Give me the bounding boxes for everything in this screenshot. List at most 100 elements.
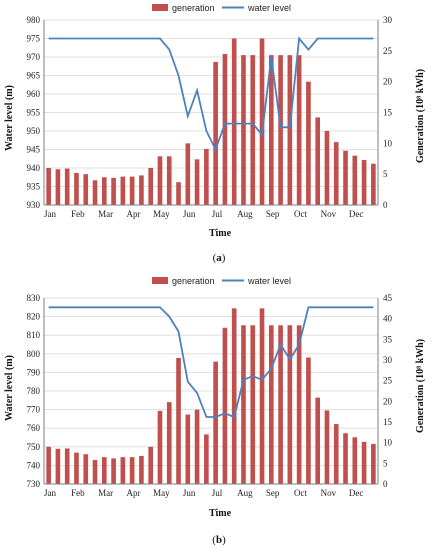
right-tick-b-9: 45	[383, 293, 393, 303]
generation-bar-b-1	[55, 448, 61, 484]
generation-bar-a-20	[231, 38, 237, 205]
left-tick-b-7: 800	[27, 349, 41, 359]
month-tick-a-1: Feb	[71, 209, 85, 219]
month-tick-b-7: Aug	[237, 488, 253, 498]
generation-bar-b-8	[120, 457, 126, 484]
month-tick-a-0: Jan	[44, 209, 56, 219]
left-tick-a-4: 950	[27, 126, 41, 136]
generation-bar-a-23	[259, 38, 265, 205]
month-tick-a-6: Jul	[212, 209, 223, 219]
generation-bar-b-18	[213, 361, 218, 484]
panel-label-a: (a)	[213, 252, 226, 264]
legend-label-water-level-b: water level	[247, 276, 291, 286]
generation-bar-b-19	[222, 327, 228, 484]
left-tick-b-3: 760	[27, 423, 41, 433]
month-tick-a-9: Oct	[294, 209, 307, 219]
generation-bar-a-25	[278, 55, 283, 206]
generation-bar-a-13	[166, 156, 172, 205]
month-tick-a-8: Sep	[266, 209, 280, 219]
generation-bar-b-24	[268, 325, 274, 484]
generation-bar-b-11	[148, 446, 154, 484]
left-tick-b-8: 810	[27, 330, 41, 340]
right-tick-a-6: 30	[383, 15, 393, 25]
month-tick-b-6: Jul	[212, 488, 223, 498]
generation-bar-b-9	[129, 457, 135, 484]
generation-bar-b-31	[333, 424, 339, 484]
right-tick-a-1: 5	[383, 169, 388, 179]
generation-bar-b-32	[343, 433, 348, 484]
month-tick-a-3: Apr	[127, 209, 141, 219]
legend-swatch-generation-a	[152, 4, 168, 11]
panel-letter-b: b	[216, 534, 222, 546]
left-tick-a-9: 975	[27, 34, 41, 44]
month-tick-b-9: Oct	[294, 488, 307, 498]
month-tick-b-0: Jan	[44, 488, 56, 498]
left-tick-b-5: 780	[27, 386, 41, 396]
left-tick-b-6: 790	[27, 367, 41, 377]
generation-bar-a-32	[343, 150, 348, 205]
generation-bar-b-21	[241, 325, 246, 484]
left-tick-labels-a: 930 935 940 945 950 955 960 965 970 975 980	[27, 15, 41, 210]
legend-swatch-generation-b	[152, 277, 168, 284]
right-tick-b-8: 40	[383, 314, 393, 324]
generation-bar-a-18	[213, 61, 218, 205]
axes-b	[43, 298, 379, 485]
generation-bar-a-9	[129, 176, 135, 205]
generation-bar-a-26	[287, 55, 293, 206]
generation-bars-a	[46, 38, 376, 206]
chart-panel-b: 730 740 750 760 770 780 790 800 810 820 830 0 5 10 15…	[4, 276, 426, 546]
generation-bar-a-1	[55, 169, 61, 205]
right-tick-b-0: 0	[383, 479, 388, 489]
left-tick-b-10: 830	[27, 293, 41, 303]
legend-label-water-level-a: water level	[247, 3, 291, 13]
right-tick-a-3: 15	[383, 108, 393, 118]
month-tick-a-10: Nov	[321, 209, 337, 219]
month-tick-b-4: May	[153, 488, 170, 498]
generation-bar-a-35	[371, 163, 376, 205]
generation-bar-a-5	[92, 180, 98, 205]
generation-bar-b-12	[157, 410, 163, 484]
generation-bar-b-34	[361, 441, 367, 484]
legend-label-generation-b: generation	[172, 276, 215, 286]
month-tick-a-5: Jun	[183, 209, 196, 219]
generation-bar-a-17	[204, 148, 209, 205]
panel-letter-a: a	[216, 252, 222, 264]
left-tick-a-5: 955	[27, 108, 41, 118]
generation-bars-b	[46, 308, 376, 484]
month-tick-a-7: Aug	[237, 209, 253, 219]
left-tick-a-7: 965	[27, 71, 41, 81]
generation-bar-b-7	[111, 458, 116, 484]
generation-bar-b-13	[166, 402, 172, 484]
y-axis-label-left-a: Water level (m)	[4, 85, 15, 151]
left-tick-a-0: 930	[27, 200, 41, 210]
generation-bar-a-12	[157, 156, 163, 205]
y-axis-label-left-b: Water level (m)	[4, 355, 15, 421]
right-tick-b-1: 5	[383, 458, 388, 468]
generation-bar-b-6	[101, 457, 107, 484]
generation-bar-a-29	[315, 117, 321, 205]
x-axis-label-b: Time	[209, 508, 232, 519]
generation-bar-a-15	[185, 143, 191, 205]
legend-label-generation-a: generation	[172, 3, 215, 13]
legend-b: generation water level	[152, 276, 291, 286]
generation-bar-b-28	[306, 357, 311, 484]
generation-bar-a-8	[120, 176, 126, 205]
generation-bar-a-3	[74, 172, 79, 205]
generation-bar-b-17	[204, 434, 209, 484]
x-axis-label-a: Time	[209, 228, 232, 239]
generation-bar-a-30	[324, 131, 330, 205]
right-tick-a-4: 20	[383, 77, 393, 87]
water-level-line-a	[48, 36, 374, 152]
right-tick-b-6: 30	[383, 355, 393, 365]
generation-bar-b-16	[194, 409, 200, 484]
generation-bar-a-2	[64, 168, 70, 205]
month-tick-a-4: May	[153, 209, 170, 219]
generation-bar-a-24	[268, 55, 274, 206]
legend-a: generation water level	[152, 3, 291, 13]
generation-bar-b-29	[315, 397, 321, 484]
month-tick-b-3: Apr	[127, 488, 141, 498]
generation-bar-b-23	[259, 308, 265, 484]
generation-bar-a-21	[241, 55, 246, 206]
right-tick-b-5: 25	[383, 376, 393, 386]
generation-bar-b-5	[92, 460, 98, 484]
